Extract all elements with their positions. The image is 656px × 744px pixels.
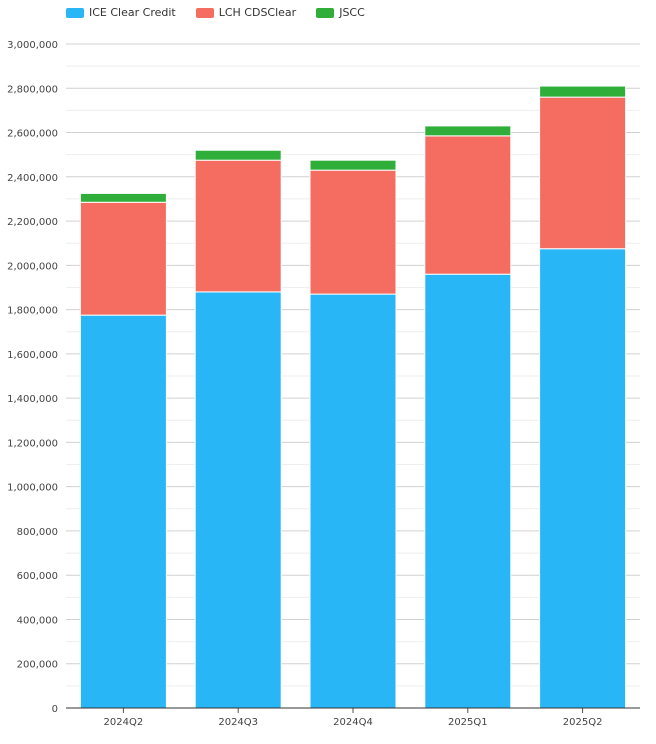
y-tick-label: 1,400,000 <box>7 394 58 405</box>
x-tick-label: 2025Q2 <box>563 717 603 728</box>
bar-ice-clear-credit-2024q3[interactable] <box>194 291 282 709</box>
legend: ICE Clear Credit LCH CDSClear JSCC <box>66 6 365 19</box>
x-tick-label: 2024Q2 <box>104 717 144 728</box>
legend-item-2[interactable]: JSCC <box>316 6 365 19</box>
y-tick-label: 2,200,000 <box>7 217 58 228</box>
y-tick-label: 1,600,000 <box>7 350 58 361</box>
y-tick-label: 1,000,000 <box>7 483 58 494</box>
bar-lch-cdsclear-2024q3[interactable] <box>194 159 282 293</box>
y-tick-label: 0 <box>52 704 58 715</box>
bar-lch-cdsclear-2024q4[interactable] <box>309 169 397 295</box>
bar-ice-clear-credit-2024q2[interactable] <box>79 314 167 709</box>
y-tick-label: 2,600,000 <box>7 129 58 140</box>
y-tick-label: 800,000 <box>17 527 58 538</box>
legend-label: LCH CDSClear <box>218 6 297 19</box>
y-tick-label: 1,800,000 <box>7 306 58 317</box>
bar-lch-cdsclear-2025q2[interactable] <box>539 96 627 250</box>
bar-ice-clear-credit-2024q4[interactable] <box>309 293 397 709</box>
x-tick-label: 2025Q1 <box>448 717 488 728</box>
bar-jscc-2025q2[interactable] <box>539 85 627 98</box>
legend-label: JSCC <box>339 6 365 19</box>
bar-lch-cdsclear-2024q2[interactable] <box>79 201 167 316</box>
x-tick-label: 2024Q4 <box>333 717 373 728</box>
legend-swatch <box>316 7 335 18</box>
x-tick-label: 2024Q3 <box>218 717 258 728</box>
legend-swatch <box>66 7 84 18</box>
legend-label: ICE Clear Credit <box>89 6 176 19</box>
bar-jscc-2024q3[interactable] <box>194 149 282 161</box>
legend-swatch <box>195 7 214 18</box>
y-tick-label: 2,000,000 <box>7 261 58 272</box>
bar-jscc-2025q1[interactable] <box>424 125 512 137</box>
bar-jscc-2024q2[interactable] <box>79 192 167 203</box>
y-tick-label: 400,000 <box>17 615 58 626</box>
y-tick-label: 1,200,000 <box>7 438 58 449</box>
y-tick-label: 3,000,000 <box>7 40 58 51</box>
bar-ice-clear-credit-2025q1[interactable] <box>424 273 512 709</box>
bar-jscc-2024q4[interactable] <box>309 159 397 171</box>
y-tick-label: 2,400,000 <box>7 173 58 184</box>
bar-lch-cdsclear-2025q1[interactable] <box>424 135 512 275</box>
y-tick-label: 200,000 <box>17 660 58 671</box>
bar-ice-clear-credit-2025q2[interactable] <box>539 248 627 709</box>
y-tick-label: 600,000 <box>17 571 58 582</box>
legend-item-0[interactable]: ICE Clear Credit <box>66 6 176 19</box>
y-tick-label: 2,800,000 <box>7 84 58 95</box>
legend-item-1[interactable]: LCH CDSClear <box>195 6 297 19</box>
